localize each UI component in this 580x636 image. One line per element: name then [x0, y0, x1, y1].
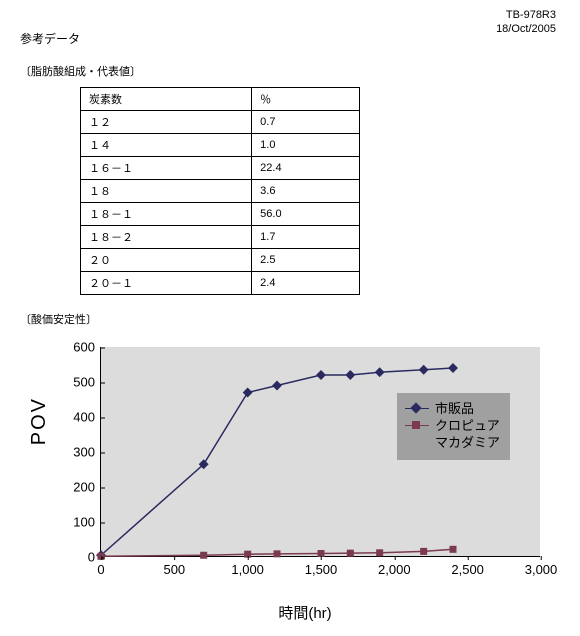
table-cell: 56.0 [252, 203, 360, 226]
y-axis-label: POV [28, 397, 51, 445]
x-tick: 2,500 [451, 556, 484, 577]
y-tick: 400 [61, 410, 101, 425]
legend-label: マカダミア [435, 435, 500, 452]
table-cell: 1.0 [252, 134, 360, 157]
table-cell: １８－１ [81, 203, 252, 226]
table-cell: ２０ [81, 249, 252, 272]
table-cell: 2.5 [252, 249, 360, 272]
x-tick: 3,000 [525, 556, 558, 577]
legend-item: 市販品 [405, 401, 500, 418]
table-row: １８3.6 [81, 180, 360, 203]
doc-id: TB-978R3 18/Oct/2005 [496, 8, 556, 37]
table-row: １４1.0 [81, 134, 360, 157]
y-tick: 0 [61, 550, 101, 565]
x-tick: 2,000 [378, 556, 411, 577]
table-row: ２０2.5 [81, 249, 360, 272]
table-cell: 3.6 [252, 180, 360, 203]
table-caption: 〔脂肪酸組成・代表値〕 [20, 63, 560, 79]
doc-code: TB-978R3 [496, 8, 556, 22]
y-tick: 300 [61, 445, 101, 460]
table-cell: 1.7 [252, 226, 360, 249]
plot-area: 市販品クロピュアマカダミア 010020030040050060005001,0… [100, 347, 540, 557]
chart-caption: 〔酸価安定性〕 [20, 311, 560, 327]
table-row: １２0.7 [81, 111, 360, 134]
table-cell: 22.4 [252, 157, 360, 180]
x-axis-label: 時間(hr) [40, 602, 570, 623]
x-tick: 1,000 [231, 556, 264, 577]
table-cell: １４ [81, 134, 252, 157]
y-tick: 600 [61, 340, 101, 355]
fatty-acid-table: 炭素数 ％ １２0.7１４1.0１６－１22.4１８3.6１８－１56.0１８－… [80, 87, 360, 295]
legend-item: マカダミア [405, 435, 500, 452]
x-tick: 500 [163, 556, 185, 577]
legend-item: クロピュア [405, 418, 500, 435]
legend-label: 市販品 [435, 401, 474, 418]
pov-chart: POV 市販品クロピュアマカダミア 0100200300400500600050… [40, 337, 570, 597]
x-tick: 0 [97, 556, 104, 577]
square-marker-icon [405, 437, 429, 449]
table-cell: １８ [81, 180, 252, 203]
table-cell: １２ [81, 111, 252, 134]
legend: 市販品クロピュアマカダミア [397, 393, 510, 460]
table-cell: １８－２ [81, 226, 252, 249]
table-row: １６－１22.4 [81, 157, 360, 180]
page-title: 参考データ [20, 30, 560, 47]
x-tick: 1,500 [305, 556, 338, 577]
table-cell: 2.4 [252, 272, 360, 295]
y-tick: 500 [61, 375, 101, 390]
col-header: ％ [252, 88, 360, 111]
table-row: １８－２1.7 [81, 226, 360, 249]
table-row: １８－１56.0 [81, 203, 360, 226]
diamond-marker-icon [405, 403, 429, 415]
col-header: 炭素数 [81, 88, 252, 111]
legend-label: クロピュア [435, 418, 500, 435]
doc-date: 18/Oct/2005 [496, 22, 556, 36]
square-marker-icon [405, 420, 429, 432]
table-row: ２０－１2.4 [81, 272, 360, 295]
y-tick: 100 [61, 515, 101, 530]
table-cell: 0.7 [252, 111, 360, 134]
y-tick: 200 [61, 480, 101, 495]
table-cell: ２０－１ [81, 272, 252, 295]
table-cell: １６－１ [81, 157, 252, 180]
